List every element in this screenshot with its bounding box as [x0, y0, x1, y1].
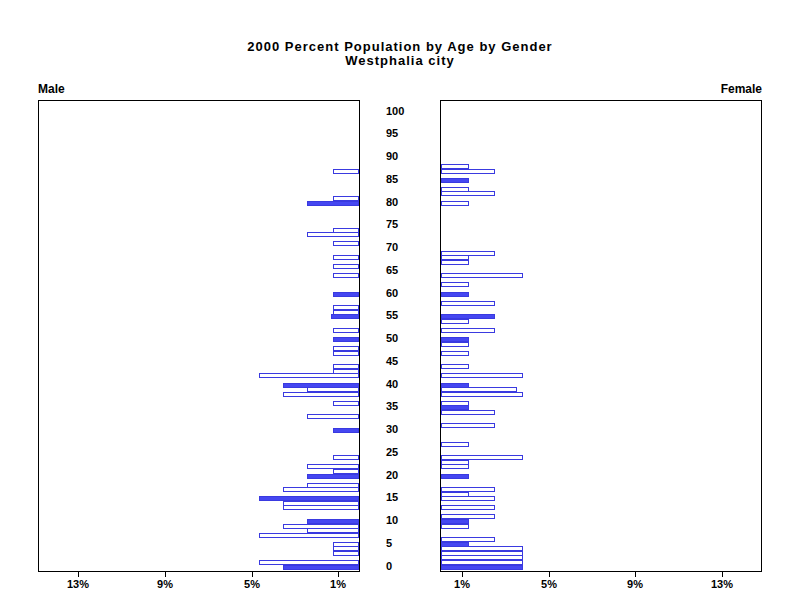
female-pct-tick-label-5: 5% [527, 578, 571, 590]
bar-female-age-38 [441, 392, 523, 397]
bar-male-age-3 [333, 551, 359, 556]
bar-male-age-33 [307, 414, 359, 419]
bar-female-age-54 [441, 319, 469, 324]
bar-male-age-20 [307, 474, 359, 479]
age-tick-label-10: 10 [386, 514, 398, 527]
male-pct-tick-1 [338, 571, 339, 577]
age-tick-label-70: 70 [386, 241, 398, 254]
male-panel [38, 100, 360, 572]
bar-female-age-58 [441, 301, 495, 306]
age-tick-label-55: 55 [386, 309, 398, 322]
age-tick-label-50: 50 [386, 332, 398, 345]
bar-male-age-68 [333, 255, 359, 260]
age-tick-label-95: 95 [386, 127, 398, 140]
bar-female-age-62 [441, 282, 469, 287]
female-pct-tick-9 [635, 571, 636, 577]
bar-female-age-80 [441, 201, 469, 206]
female-panel-label: Female [721, 82, 762, 96]
bar-male-age-47 [333, 351, 359, 356]
age-tick-label-30: 30 [386, 423, 398, 436]
bar-female-age-64 [441, 273, 523, 278]
bar-male-age-80 [307, 201, 359, 206]
bar-male-age-38 [283, 392, 359, 397]
bar-female-age-31 [441, 423, 495, 428]
age-tick-label-15: 15 [386, 491, 398, 504]
bar-male-age-13 [283, 505, 359, 510]
male-pct-tick-label-13: 13% [56, 578, 100, 590]
bar-female-age-49 [441, 342, 469, 347]
bar-female-age-22 [441, 464, 469, 469]
bar-female-age-0 [441, 565, 523, 570]
female-pct-tick-1 [462, 571, 463, 577]
bar-female-age-82 [441, 191, 495, 196]
bar-female-age-15 [441, 496, 495, 501]
bar-female-age-20 [441, 474, 469, 479]
age-tick-label-80: 80 [386, 196, 398, 209]
age-tick-label-35: 35 [386, 400, 398, 413]
age-tick-label-0: 0 [386, 560, 392, 573]
bar-male-age-0 [283, 565, 359, 570]
male-panel-label: Male [38, 82, 65, 96]
male-pct-tick-label-1: 1% [316, 578, 360, 590]
age-tick-label-20: 20 [386, 469, 398, 482]
age-tick-label-90: 90 [386, 150, 398, 163]
bar-male-age-55 [331, 314, 359, 319]
female-pct-tick-label-1: 1% [440, 578, 484, 590]
bar-female-age-13 [441, 505, 495, 510]
bar-male-age-60 [333, 292, 359, 297]
bar-female-age-27 [441, 442, 469, 447]
male-pct-tick-9 [165, 571, 166, 577]
age-tick-label-85: 85 [386, 173, 398, 186]
age-tick-label-65: 65 [386, 264, 398, 277]
chart-title-block: 2000 Percent Population by Age by Gender… [0, 40, 800, 68]
age-tick-label-45: 45 [386, 355, 398, 368]
bar-female-age-67 [441, 260, 469, 265]
bar-male-age-73 [307, 232, 359, 237]
population-pyramid-chart: 2000 Percent Population by Age by Gender… [0, 0, 800, 600]
female-panel [440, 100, 762, 572]
bar-male-age-36 [333, 401, 359, 406]
bar-male-age-24 [333, 455, 359, 460]
age-tick-label-100: 100 [386, 105, 404, 118]
bar-female-age-85 [441, 178, 469, 183]
chart-subtitle: Westphalia city [0, 54, 800, 68]
female-pct-tick-13 [722, 571, 723, 577]
bar-female-age-60 [441, 292, 469, 297]
bar-male-age-7 [259, 533, 359, 538]
age-tick-label-5: 5 [386, 537, 392, 550]
age-tick-label-25: 25 [386, 446, 398, 459]
female-pct-tick-label-13: 13% [700, 578, 744, 590]
bar-male-age-66 [333, 264, 359, 269]
male-pct-tick-label-5: 5% [230, 578, 274, 590]
bar-male-age-42 [259, 373, 359, 378]
bar-female-age-47 [441, 351, 469, 356]
bar-male-age-17 [283, 487, 359, 492]
age-axis: 0 5 10 15 20 25 30 35 40 45 50 55 60 65 70 75 80 85 90 95 10… [360, 100, 440, 580]
bar-male-age-64 [333, 273, 359, 278]
bar-female-age-34 [441, 410, 495, 415]
bar-female-age-44 [441, 364, 469, 369]
age-tick-label-75: 75 [386, 218, 398, 231]
bar-male-age-50 [333, 337, 359, 342]
bar-male-age-30 [333, 428, 359, 433]
female-pct-tick-label-9: 9% [613, 578, 657, 590]
chart-title: 2000 Percent Population by Age by Gender [0, 40, 800, 54]
bar-female-age-42 [441, 373, 523, 378]
male-pct-tick-13 [78, 571, 79, 577]
bar-female-age-52 [441, 328, 495, 333]
bar-female-age-9 [441, 524, 469, 529]
age-tick-label-40: 40 [386, 378, 398, 391]
bar-female-age-87 [441, 169, 495, 174]
male-pct-tick-5 [252, 571, 253, 577]
male-pct-tick-label-9: 9% [143, 578, 187, 590]
bar-male-age-87 [333, 169, 359, 174]
bar-male-age-71 [333, 241, 359, 246]
female-pct-tick-5 [549, 571, 550, 577]
bar-male-age-52 [333, 328, 359, 333]
age-tick-label-60: 60 [386, 287, 398, 300]
